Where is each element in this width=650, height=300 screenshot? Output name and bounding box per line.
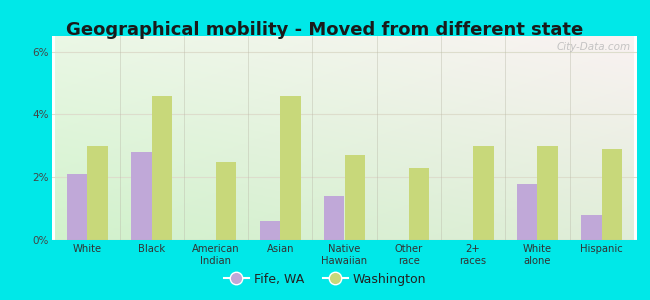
Bar <box>324 196 344 240</box>
Bar <box>87 146 108 240</box>
Bar <box>517 184 538 240</box>
Bar <box>131 152 151 240</box>
Bar <box>602 149 622 240</box>
Bar <box>473 146 493 240</box>
Bar <box>216 161 237 240</box>
Text: Geographical mobility - Moved from different state: Geographical mobility - Moved from diffe… <box>66 21 584 39</box>
Bar <box>538 146 558 240</box>
Bar <box>581 215 602 240</box>
Text: City-Data.com: City-Data.com <box>557 42 631 52</box>
Bar <box>151 96 172 240</box>
Bar <box>280 96 301 240</box>
Legend: Fife, WA, Washington: Fife, WA, Washington <box>219 268 431 291</box>
Bar <box>259 221 280 240</box>
Bar <box>409 168 430 240</box>
Bar <box>67 174 87 240</box>
Bar <box>344 155 365 240</box>
